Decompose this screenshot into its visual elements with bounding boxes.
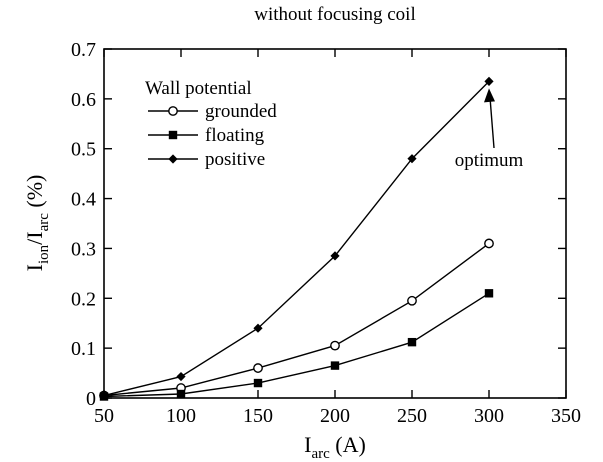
annotation-optimum: optimum <box>455 150 524 171</box>
y-tick-label-6: 0.6 <box>71 89 96 111</box>
legend-label-positive: positive <box>205 149 265 170</box>
point-grounded-250 <box>407 295 417 306</box>
point-floating-250 <box>407 337 417 347</box>
legend-item-positive: positive <box>148 149 265 170</box>
chart-title: without focusing coil <box>254 4 415 25</box>
point-positive-150 <box>253 323 263 333</box>
x-tick-label-200: 200 <box>320 405 350 427</box>
legend-title: Wall potential <box>145 78 252 99</box>
y-tick-label-1: 0.1 <box>71 338 96 360</box>
x-tick-label-300: 300 <box>474 405 504 427</box>
legend-label-grounded: grounded <box>205 101 277 122</box>
series-line-floating <box>103 292 490 398</box>
y-tick-label-2: 0.2 <box>71 288 96 310</box>
point-positive-250 <box>407 154 417 164</box>
legend-item-grounded: grounded <box>148 101 277 122</box>
annotation-arrow-head <box>484 88 495 103</box>
point-floating-150 <box>253 378 263 388</box>
point-grounded-300 <box>484 238 494 249</box>
point-grounded-200 <box>330 340 340 351</box>
point-positive-300 <box>484 76 494 87</box>
series-layer <box>99 76 494 401</box>
series-grounded <box>99 238 494 401</box>
annotation-layer: optimum <box>455 88 524 171</box>
x-tick-label-250: 250 <box>397 405 427 427</box>
x-tick-label-350: 350 <box>551 405 581 427</box>
y-tick-label-3: 0.3 <box>71 238 96 260</box>
x-tick-label-100: 100 <box>166 405 196 427</box>
legend-label-floating: floating <box>205 125 265 146</box>
y-tick-label-7: 0.7 <box>71 39 96 61</box>
legend-marker-floating <box>168 130 178 140</box>
point-floating-300 <box>484 289 494 298</box>
point-positive-50 <box>99 390 109 401</box>
y-axis-label: Iion/Iarc (%) <box>22 175 52 272</box>
point-floating-200 <box>330 361 340 370</box>
series-floating <box>99 289 494 401</box>
point-floating-100 <box>176 389 186 399</box>
y-tick-label-0: 0 <box>86 388 96 410</box>
series-line-positive <box>103 80 490 397</box>
y-tick-label-5: 0.5 <box>71 139 96 161</box>
legend-marker-positive <box>168 154 178 164</box>
point-grounded-150 <box>253 363 263 373</box>
point-positive-200 <box>330 251 340 261</box>
x-tick-label-50: 50 <box>94 405 114 427</box>
x-axis-label: Iarc (A) <box>304 432 366 462</box>
point-positive-100 <box>176 371 186 382</box>
legend-item-floating: floating <box>148 125 265 146</box>
x-tick-label-150: 150 <box>243 405 273 427</box>
y-tick-label-4: 0.4 <box>71 189 96 211</box>
series-positive <box>99 76 494 401</box>
legend-marker-grounded <box>168 106 178 116</box>
annotation-arrow-shaft <box>489 97 495 149</box>
axis-ticks: 50 100 150 200 250 300 350 0 0.1 0.2 0.3 0.4 0.5 0.6 0… <box>71 39 581 427</box>
series-line-grounded <box>103 242 490 397</box>
